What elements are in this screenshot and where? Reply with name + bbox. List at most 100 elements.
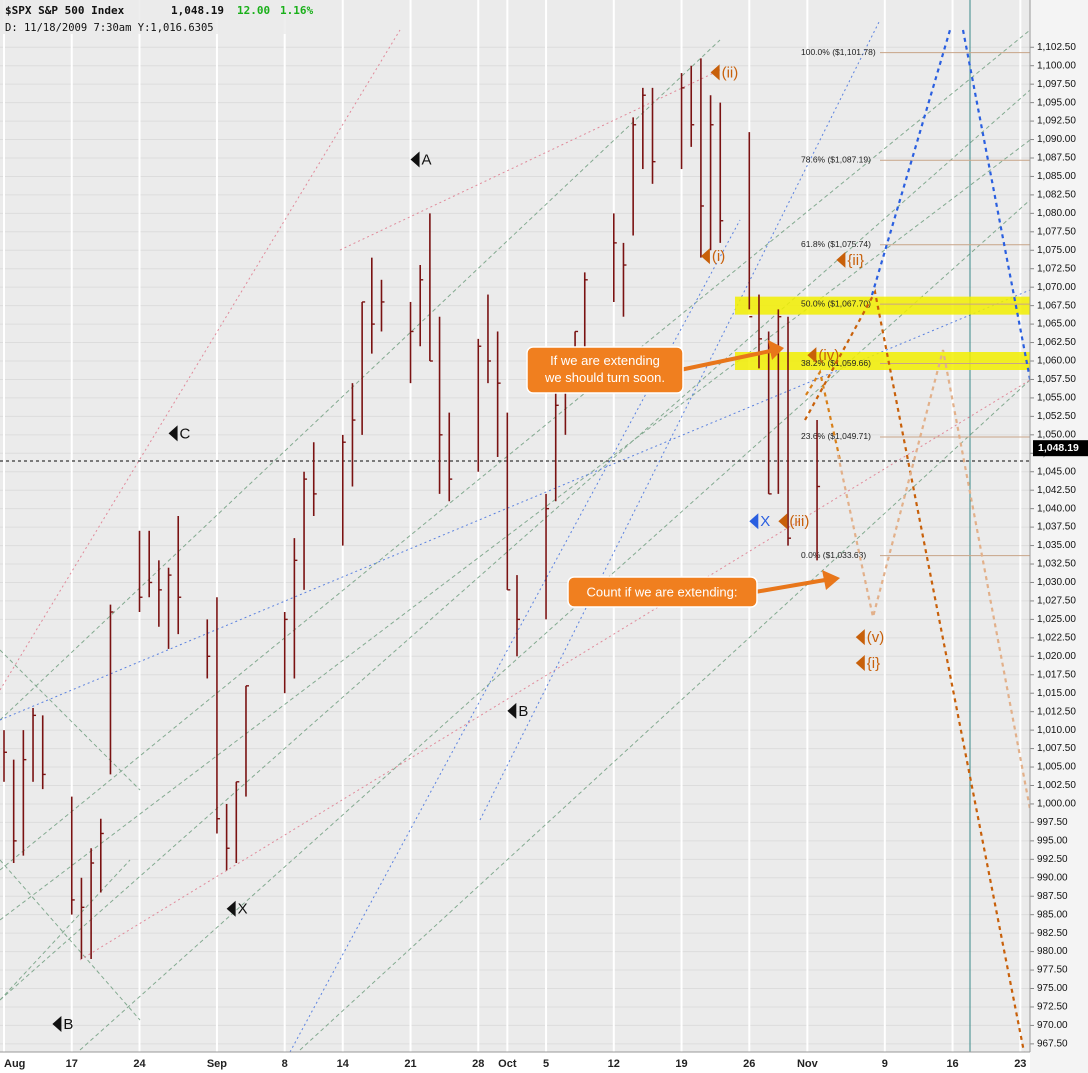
y-tick-label: 1,005.00 — [1037, 762, 1076, 773]
y-tick-label: 967.50 — [1037, 1039, 1068, 1050]
y-tick-label: 1,062.50 — [1037, 337, 1076, 348]
wave-marker — [700, 248, 710, 265]
x-tick-label: Aug — [4, 1058, 25, 1070]
header-price: 1,048.19 — [171, 4, 224, 17]
x-tick-label: 28 — [472, 1058, 484, 1070]
y-tick-label: 987.50 — [1037, 891, 1068, 902]
y-tick-label: 1,030.00 — [1037, 577, 1076, 588]
y-tick-label: 1,097.50 — [1037, 79, 1076, 90]
y-tick-label: 1,025.00 — [1037, 614, 1076, 625]
wave-label: (iii) — [789, 513, 809, 530]
header-percent: 1.16% — [280, 4, 313, 17]
x-tick-label: 23 — [1014, 1058, 1026, 1070]
y-tick-label: 970.00 — [1037, 1020, 1068, 1031]
wave-labels: A C B X B (ii) (i) {ii} (iv) (iii) X (v) {i} — [52, 64, 884, 1033]
channel-line — [0, 29, 1030, 871]
y-tick-label: 1,085.00 — [1037, 171, 1076, 182]
y-tick-label: 1,087.50 — [1037, 153, 1076, 164]
y-tick-label: 980.00 — [1037, 946, 1068, 957]
wave-marker — [836, 251, 846, 268]
callout-arrow — [679, 348, 776, 372]
callout-text: If we are extending we should turn soon. — [544, 353, 665, 385]
wave-label: X — [760, 513, 770, 530]
header-change: 12.00 — [237, 4, 270, 17]
header-symbol: $SPX S&P 500 Index — [5, 4, 125, 17]
projection-path — [805, 369, 842, 461]
wave-label: B — [518, 703, 528, 720]
y-tick-label: 1,072.50 — [1037, 263, 1076, 274]
x-tick-label: 19 — [675, 1058, 687, 1070]
y-tick-label: 1,052.50 — [1037, 411, 1076, 422]
y-tick-label: 1,037.50 — [1037, 522, 1076, 533]
callout: If we are extending we should turn soon. — [526, 340, 784, 394]
x-tick-label: 5 — [543, 1058, 549, 1070]
highlight-band — [735, 352, 1030, 371]
wave-marker — [778, 513, 788, 530]
y-tick-label: 990.00 — [1037, 872, 1068, 883]
wave-marker — [410, 151, 420, 168]
y-tick-label: 1,095.00 — [1037, 97, 1076, 108]
wave-marker — [855, 654, 865, 671]
y-tick-label: 982.50 — [1037, 928, 1068, 939]
fib-label: 61.8% ($1,075.74) — [801, 239, 871, 249]
y-tick-label: 985.00 — [1037, 909, 1068, 920]
y-tick-label: 1,090.00 — [1037, 134, 1076, 145]
y-tick-label: 1,102.50 — [1037, 42, 1076, 53]
x-tick-label: Sep — [207, 1058, 227, 1070]
callout-arrow-head — [822, 570, 840, 590]
y-tick-label: 1,077.50 — [1037, 226, 1076, 237]
y-tick-label: 1,050.00 — [1037, 429, 1076, 440]
wave-label: A — [422, 151, 432, 168]
fib-label: 78.6% ($1,087.19) — [801, 155, 871, 165]
y-tick-label: 1,080.00 — [1037, 208, 1076, 219]
y-tick-label: 1,035.00 — [1037, 540, 1076, 551]
y-tick-label: 1,007.50 — [1037, 743, 1076, 754]
wave-marker — [855, 629, 865, 646]
channel-line — [339, 69, 721, 251]
y-tick-label: 1,012.50 — [1037, 706, 1076, 717]
y-tick-label: 1,075.00 — [1037, 245, 1076, 256]
header-background — [0, 0, 330, 34]
y-tick-label: 1,045.00 — [1037, 466, 1076, 477]
y-tick-label: 1,015.00 — [1037, 688, 1076, 699]
y-tick-label: 1,000.00 — [1037, 799, 1076, 810]
fib-label: 23.6% ($1,049.71) — [801, 431, 871, 441]
x-tick-label: Oct — [498, 1058, 517, 1070]
y-tick-label: 997.50 — [1037, 817, 1068, 828]
y-tick-label: 1,055.00 — [1037, 393, 1076, 404]
y-tick-label: 977.50 — [1037, 965, 1068, 976]
y-tick-label: 1,067.50 — [1037, 300, 1076, 311]
axis-background — [1030, 0, 1088, 1073]
channel-line — [79, 199, 1030, 1051]
wave-label: C — [180, 425, 191, 442]
y-tick-label: 1,060.00 — [1037, 356, 1076, 367]
x-tick-label: 21 — [404, 1058, 416, 1070]
x-tick-label: 8 — [282, 1058, 288, 1070]
callout-line: If we are extending — [550, 353, 660, 368]
callout-text: Count if we are extending: — [586, 584, 737, 599]
y-tick-label: 1,065.00 — [1037, 319, 1076, 330]
y-tick-label: 1,017.50 — [1037, 669, 1076, 680]
x-tick-label: Nov — [797, 1058, 819, 1070]
x-tick-label: 26 — [743, 1058, 755, 1070]
callout-arrow-head — [768, 340, 784, 360]
y-tick-label: 1,032.50 — [1037, 559, 1076, 570]
wave-marker — [507, 702, 517, 719]
channel-line — [0, 859, 131, 1001]
callout: Count if we are extending: — [567, 570, 840, 608]
channel-line — [0, 859, 141, 1021]
fib-label: 100.0% ($1,101.78) — [801, 47, 876, 57]
wave-marker — [749, 513, 759, 530]
y-tick-label: 975.00 — [1037, 983, 1068, 994]
y-tick-label: 1,027.50 — [1037, 596, 1076, 607]
callout-box — [526, 346, 684, 394]
wave-label: (i) — [712, 248, 725, 265]
price-bars — [3, 58, 821, 959]
channel-line — [0, 29, 401, 691]
wave-label: {ii} — [847, 252, 864, 269]
y-tick-label: 1,022.50 — [1037, 632, 1076, 643]
y-tick-label: 1,057.50 — [1037, 374, 1076, 385]
y-tick-label: 1,020.00 — [1037, 651, 1076, 662]
y-tick-label: 1,042.50 — [1037, 485, 1076, 496]
